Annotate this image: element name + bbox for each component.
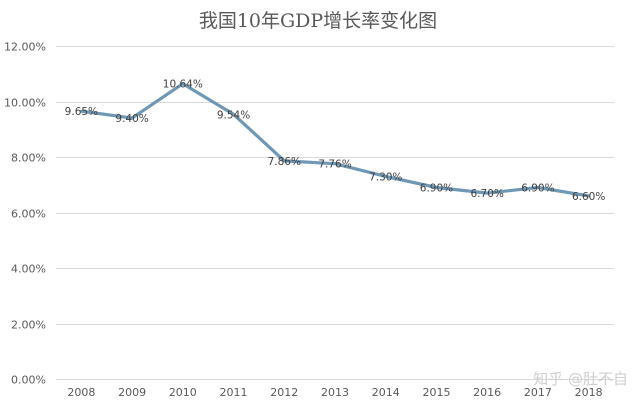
y-tick-label: 0.00% [11, 374, 46, 387]
gridlines [56, 46, 614, 380]
x-tick-label: 2011 [220, 386, 248, 399]
data-label: 9.40% [115, 113, 148, 125]
data-label: 6.90% [420, 183, 453, 195]
chart-title: 我国10年GDP增长率变化图 [199, 10, 437, 32]
data-label: 6.70% [471, 188, 504, 200]
x-tick-label: 2012 [270, 386, 298, 399]
data-labels: 9.65% 9.40% 10.64% 9.54% 7.86% 7.76% 7.30% 6.90… [65, 79, 606, 203]
y-tick-label: 10.00% [4, 97, 46, 110]
x-axis-tick-labels: 2008 2009 2010 2011 2012 2013 2014 2015 2016 2017… [67, 386, 602, 399]
data-label: 6.90% [521, 183, 554, 195]
data-label: 7.76% [318, 159, 351, 171]
series-line [79, 82, 591, 198]
data-label: 6.60% [572, 191, 605, 203]
x-tick-label: 2014 [372, 386, 400, 399]
x-tick-label: 2013 [321, 386, 349, 399]
series-layer [79, 82, 591, 198]
data-label: 10.64% [163, 79, 203, 91]
y-tick-label: 6.00% [11, 208, 46, 221]
x-tick-label: 2018 [575, 386, 603, 399]
data-label: 9.54% [217, 109, 250, 121]
x-tick-label: 2015 [422, 386, 450, 399]
data-label: 7.86% [268, 156, 301, 168]
x-tick-label: 2017 [524, 386, 552, 399]
x-tick-label: 2010 [169, 386, 197, 399]
y-axis-tick-labels: 0.00% 2.00% 4.00% 6.00% 8.00% 10.00% 12.00% [4, 41, 46, 387]
y-tick-label: 2.00% [11, 319, 46, 332]
data-label: 9.65% [65, 106, 98, 118]
x-tick-label: 2016 [473, 386, 501, 399]
data-label: 7.30% [369, 171, 402, 183]
x-tick-label: 2009 [118, 386, 146, 399]
y-tick-label: 4.00% [11, 263, 46, 276]
watermark-text: 知乎 @肚不自 [533, 370, 628, 388]
y-tick-label: 12.00% [4, 41, 46, 54]
y-tick-label: 8.00% [11, 152, 46, 165]
x-tick-label: 2008 [67, 386, 95, 399]
